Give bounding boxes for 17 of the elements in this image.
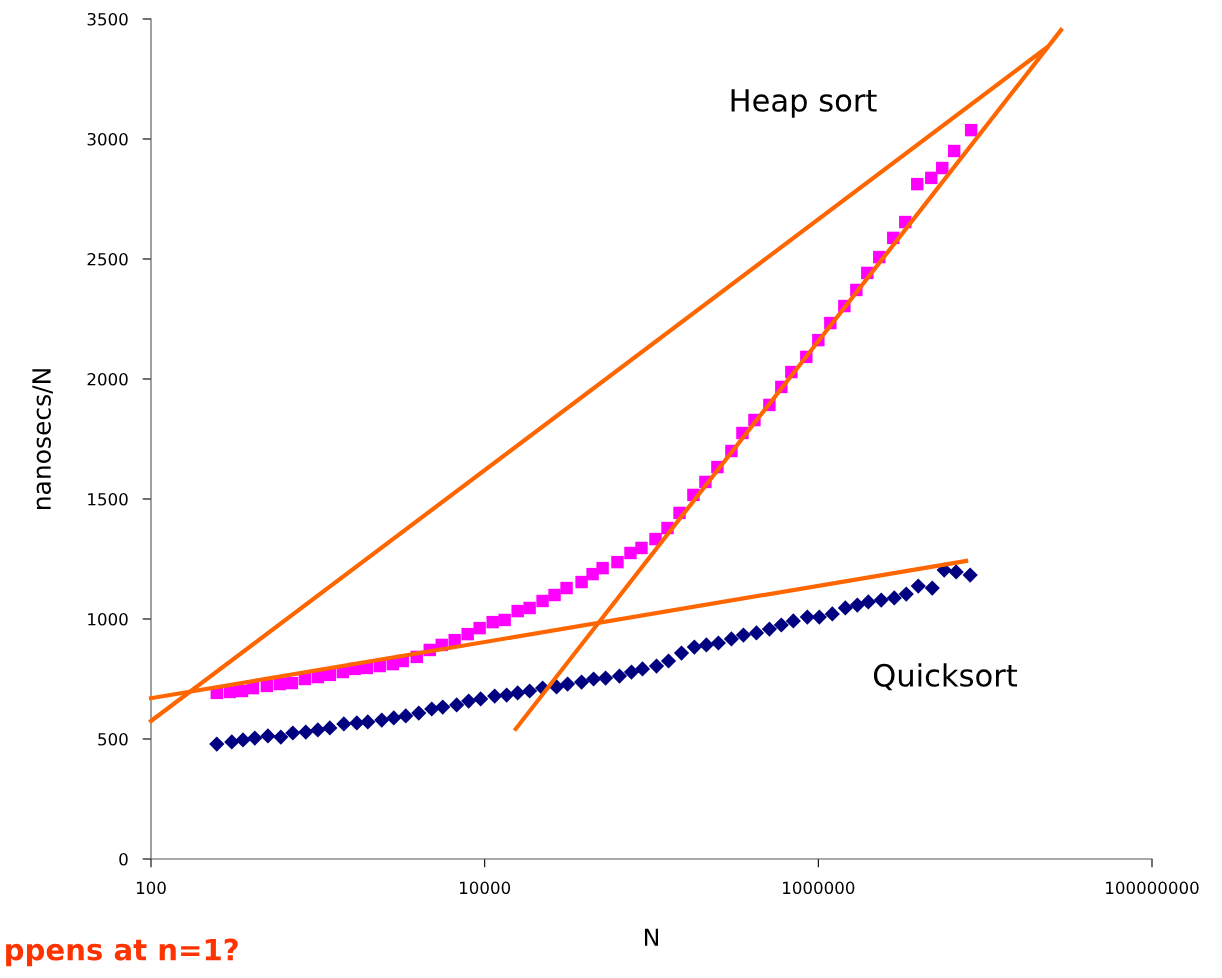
y-tick-label: 1500 <box>88 492 128 506</box>
x-tick-label: 100000000 <box>1106 881 1199 895</box>
x-tick-label: 10000 <box>459 881 511 895</box>
y-tick-label: 1000 <box>88 612 128 626</box>
y-tick-label: 3000 <box>87 132 128 146</box>
x-tick-label: 1000000 <box>783 881 855 895</box>
y-tick-label: 500 <box>98 732 128 746</box>
y-tick-label: 2500 <box>87 252 128 266</box>
y-axis-title: nanosecs/N <box>32 369 53 510</box>
y-tick-label: 2000 <box>87 372 128 386</box>
text: ppens at n=1? <box>6 938 238 967</box>
y-tick-label: 0 <box>119 852 128 866</box>
annotation: Quicksort <box>873 663 1018 691</box>
y-tick-label: 3500 <box>87 12 128 26</box>
annotation: Heap sort <box>731 89 877 118</box>
x-axis-title: N <box>644 928 659 946</box>
x-tick-label: 100 <box>136 881 166 895</box>
